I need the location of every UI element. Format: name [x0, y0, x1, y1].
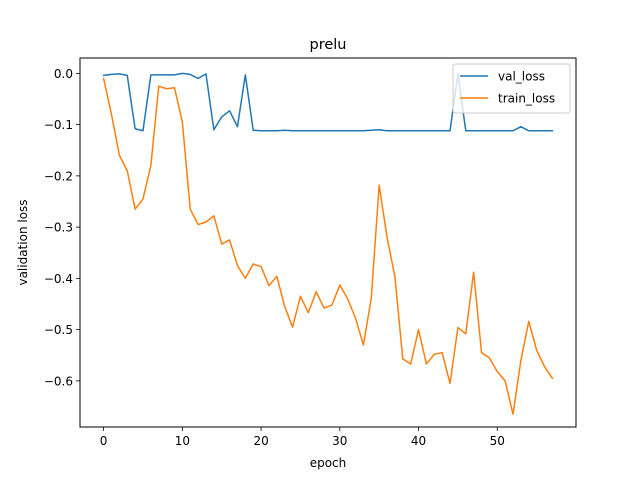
x-axis-label: epoch: [310, 456, 347, 470]
series-line-train-loss: [102, 77, 554, 415]
y-tick-label: −0.3: [44, 221, 73, 235]
y-tick-label: −0.5: [44, 323, 73, 337]
y-axis-label: validation loss: [16, 199, 30, 285]
series-line-val-loss: [102, 72, 554, 132]
plot-frame: [79, 57, 577, 428]
y-tick-label: −0.6: [44, 374, 73, 388]
x-tick-label: 20: [253, 434, 268, 448]
y-tick-label: 0.0: [54, 67, 73, 81]
chart-title: prelu: [310, 37, 347, 53]
x-tick-label: 10: [175, 434, 190, 448]
y-tick-label: −0.1: [44, 118, 73, 132]
y-tick-label: −0.2: [44, 169, 73, 183]
legend-label-val-loss: val_loss: [498, 70, 545, 84]
x-tick-label: 40: [411, 434, 426, 448]
y-tick-label: −0.4: [44, 272, 73, 286]
x-axis: 0 10 20 30 40 50: [100, 427, 505, 448]
y-axis: 0.0 −0.1 −0.2 −0.3 −0.4 −0.5 −0.6: [44, 67, 80, 388]
x-tick-label: 0: [100, 434, 108, 448]
legend-label-train-loss: train_loss: [498, 92, 555, 106]
series-layer: [102, 72, 554, 415]
x-tick-label: 30: [332, 434, 347, 448]
legend: val_loss train_loss: [452, 63, 571, 114]
x-tick-label: 50: [490, 434, 505, 448]
